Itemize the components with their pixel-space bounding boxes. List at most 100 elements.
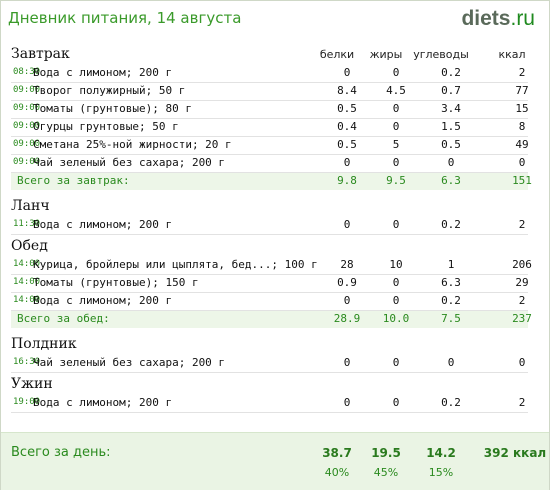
meal-item-protein: 8.4 [337,84,357,97]
page-title: Дневник питания, 14 августа [8,9,242,27]
column-headers: белки жиры углеводы ккал [1,48,549,64]
meal-item-fat: 0 [392,218,400,231]
meal-item-food[interactable]: Вода с лимоном; 200 г [33,218,173,231]
meal-title: Завтрак [11,46,70,62]
day-total-protein: 38.7 [322,446,352,460]
meal-item-fat: 5 [392,138,400,151]
meal-item-fat: 4.5 [386,84,406,97]
meal-item-protein: 0 [343,294,351,307]
meal-title: Обед [11,238,48,254]
site-logo[interactable]: diets.ru [461,7,535,31]
meal-item-carbs: 1 [447,258,455,271]
meal-item-time: 09:00 [13,121,41,131]
meal-total-row: Всего за завтрак: 9.8 9.5 6.3 151 [11,173,532,190]
column-header-kcal: ккал [498,48,526,61]
meal-item-kcal: 0 [518,356,526,369]
meal-item-food[interactable]: Курица, бройлеры или цыплята, бед...; 10… [33,258,318,271]
meal-item-fat: 10 [389,258,403,271]
meal-item-food[interactable]: Сметана 25%-ной жирности; 20 г [33,138,232,151]
meal-item-protein: 0.5 [337,102,357,115]
meal-item-food[interactable]: Огурцы грунтовые; 50 г [33,120,179,133]
day-total-fat-pct: 45% [373,466,399,479]
meal-item-food[interactable]: Томаты (грунтовые); 150 г [33,276,199,289]
meal-item-food[interactable]: Творог полужирный; 50 г [33,84,186,97]
meal-title: Ужин [11,376,53,392]
meal-item-food[interactable]: Вода с лимоном; 200 г [33,66,173,79]
meal-item-carbs: 1.5 [441,120,461,133]
meal-item-protein: 0 [343,156,351,169]
meal-item-food[interactable]: Чай зеленый без сахара; 200 г [33,156,226,169]
meal-item-protein: 0 [343,396,351,409]
meal-item-time: 16:30 [13,357,41,367]
meal-item-fat: 0 [392,156,400,169]
header: Дневник питания, 14 августа diets.ru [1,1,549,35]
day-total-carbs: 14.2 [426,446,456,460]
meal-item-row[interactable]: 09:00 Томаты (грунтовые); 80 г 0.5 0 3.4 15 [11,101,529,119]
meal-item-row[interactable]: 14:00 Вода с лимоном; 200 г 0 0 0.2 2 [11,293,528,311]
day-total-protein-pct: 40% [324,466,350,479]
meal-item-time: 14:00 [13,259,41,269]
meal-total-row: Всего за обед: 28.9 10.0 7.5 237 [11,311,532,328]
meal-item-time: 14:00 [13,295,41,305]
meal-item-protein: 0 [343,66,351,79]
meal-item-kcal: 8 [518,120,526,133]
meal-total-carbs: 6.3 [441,174,461,187]
meal-item-protein: 0.5 [337,138,357,151]
meal-item-food[interactable]: Вода с лимоном; 200 г [33,396,173,409]
meal-total-fat: 10.0 [382,312,410,325]
meal-item-fat: 0 [392,294,400,307]
meal-total-kcal: 151 [512,174,532,187]
meal-item-row[interactable]: 09:00 Творог полужирный; 50 г 8.4 4.5 0.7 77 [11,83,529,101]
meal-item-fat: 0 [392,356,400,369]
meal-item-food[interactable]: Томаты (грунтовые); 80 г [33,102,192,115]
meal-item-carbs: 6.3 [441,276,461,289]
meal-total-label: Всего за обед: [17,312,110,325]
meal-total-protein: 28.9 [333,312,361,325]
meal-item-food[interactable]: Вода с лимоном; 200 г [33,294,173,307]
meal-item-carbs: 0 [447,156,455,169]
meal-item-kcal: 0 [518,156,526,169]
meal-item-protein: 0 [343,356,351,369]
meal-item-kcal: 2 [518,218,526,231]
meal-item-row[interactable]: 19:00 Вода с лимоном; 200 г 0 0 0.2 2 [11,395,528,413]
meal-item-row[interactable]: 11:30 Вода с лимоном; 200 г 0 0 0.2 2 [11,217,528,235]
meal-item-time: 09:00 [13,103,41,113]
meal-item-kcal: 49 [515,138,529,151]
meal-item-protein: 0.9 [337,276,357,289]
meal-item-fat: 0 [392,396,400,409]
column-header-protein: белки [319,48,355,61]
meal-item-food[interactable]: Чай зеленый без сахара; 200 г [33,356,226,369]
meal-item-carbs: 3.4 [441,102,461,115]
meal-item-row[interactable]: 16:30 Чай зеленый без сахара; 200 г 0 0 0 0 [11,355,528,373]
meal-item-time: 19:00 [13,397,41,407]
day-total-label: Всего за день: [11,445,111,460]
meal-item-time: 09:00 [13,157,41,167]
meal-total-label: Всего за завтрак: [17,174,130,187]
meal-item-time: 09:00 [13,85,41,95]
meal-item-carbs: 0.2 [441,294,461,307]
meal-item-kcal: 2 [518,396,526,409]
meal-item-kcal: 2 [518,294,526,307]
logo-tld: .ru [510,7,535,30]
meal-item-kcal: 15 [515,102,529,115]
meal-item-kcal: 2 [518,66,526,79]
meal-item-row[interactable]: 14:00 Томаты (грунтовые); 150 г 0.9 0 6.3 29 [11,275,529,293]
meal-item-row[interactable]: 09:00 Чай зеленый без сахара; 200 г 0 0 0 0 [11,155,528,173]
meal-total-protein: 9.8 [337,174,357,187]
meal-item-row[interactable]: 09:00 Сметана 25%-ной жирности; 20 г 0.5 5 0… [11,137,529,155]
day-total-carbs-pct: 15% [428,466,454,479]
meal-item-fat: 0 [392,66,400,79]
meal-item-row[interactable]: 14:00 Курица, бройлеры или цыплята, бед..… [11,257,532,275]
meal-total-carbs: 7.5 [441,312,461,325]
column-header-fat: жиры [369,48,403,61]
meal-item-fat: 0 [392,120,400,133]
meal-item-row[interactable]: 08:30 Вода с лимоном; 200 г 0 0 0.2 2 [11,65,528,83]
meal-item-protein: 28 [340,258,354,271]
meal-title: Полдник [11,336,77,352]
column-header-carbs: углеводы [413,48,469,61]
meal-item-carbs: 0.7 [441,84,461,97]
meal-item-row[interactable]: 09:00 Огурцы грунтовые; 50 г 0.4 0 1.5 8 [11,119,528,137]
meal-item-fat: 0 [392,102,400,115]
day-total-kcal: 392 ккал [483,446,547,460]
